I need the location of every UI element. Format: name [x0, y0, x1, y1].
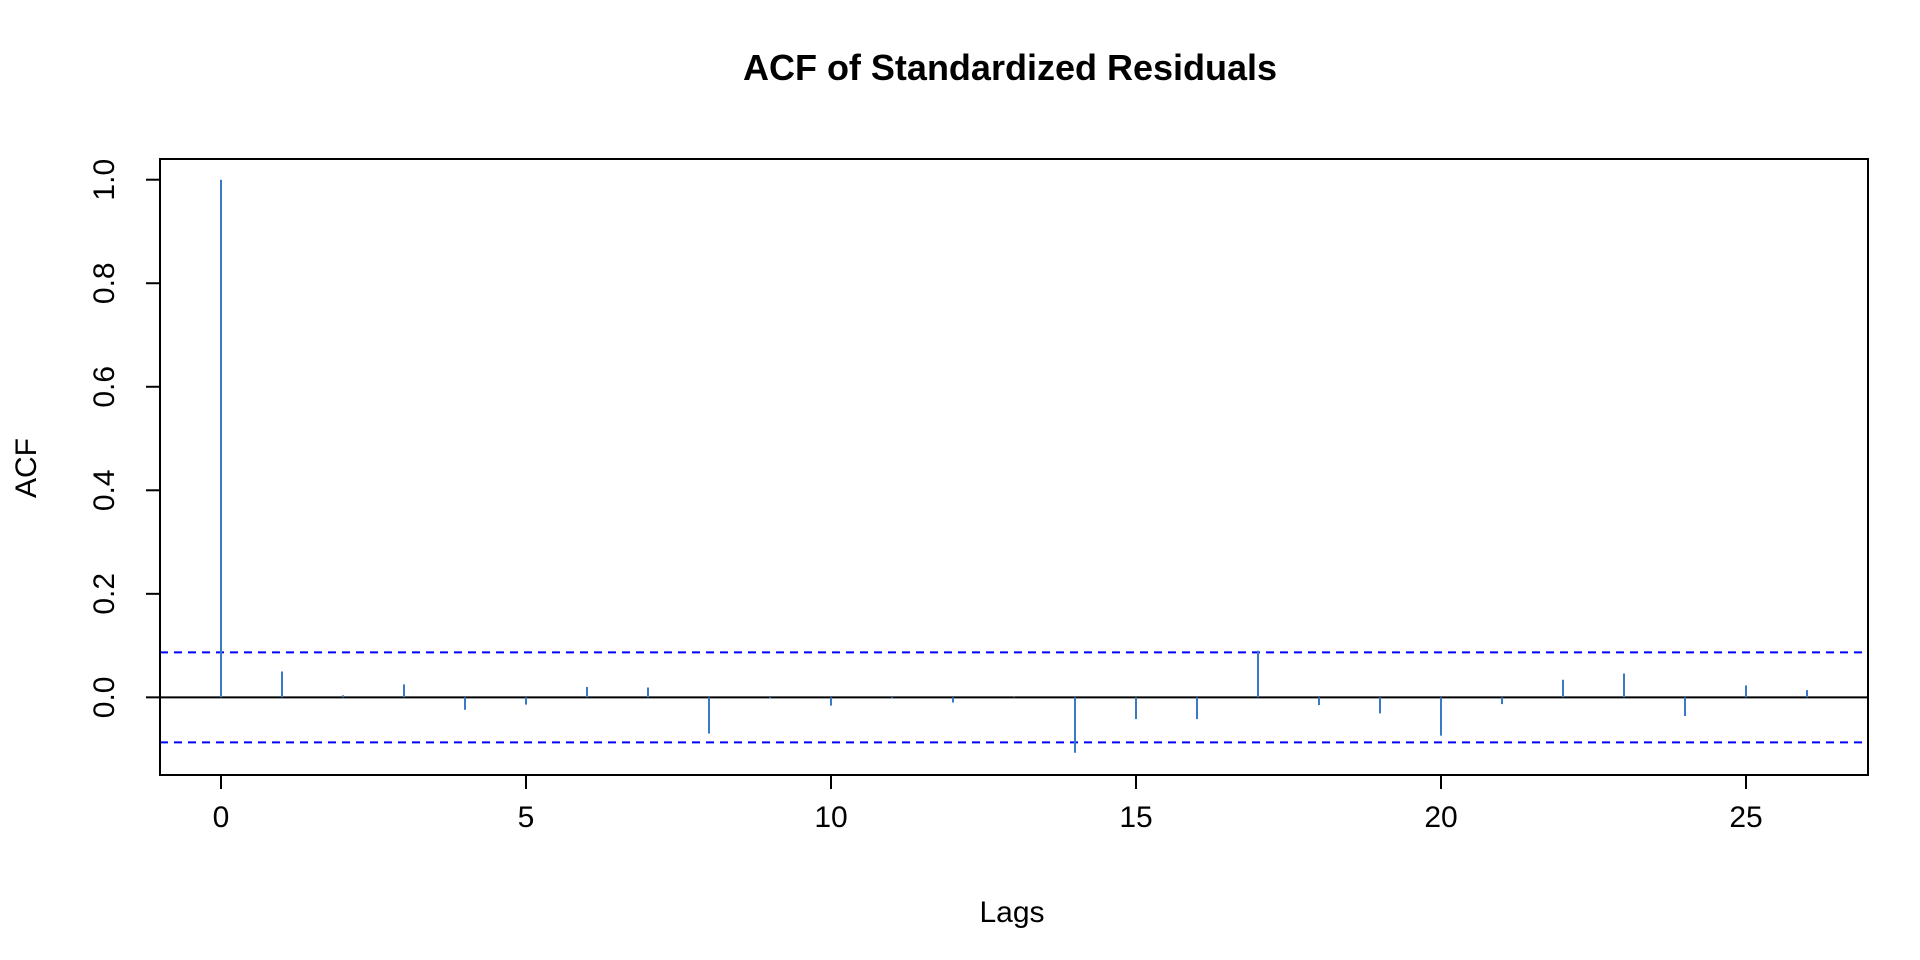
x-axis-label: Lags	[979, 896, 1044, 929]
y-tick-label-3: 0.6	[88, 366, 121, 408]
x-tick-label-25: 25	[1729, 801, 1762, 834]
y-tick-label-1: 0.2	[88, 573, 121, 615]
y-axis-label: ACF	[10, 438, 43, 498]
chart-title: ACF of Standardized Residuals	[743, 47, 1277, 88]
x-tick-label-20: 20	[1424, 801, 1457, 834]
x-axis: 0 5 10 15 20 25	[213, 774, 1763, 834]
x-tick-label-0: 0	[213, 801, 230, 834]
y-tick-label-4: 0.8	[88, 262, 121, 304]
x-tick-label-10: 10	[814, 801, 847, 834]
x-tick-label-5: 5	[518, 801, 535, 834]
x-tick-label-15: 15	[1119, 801, 1152, 834]
y-tick-label-0: 0.0	[88, 676, 121, 718]
confidence-bounds	[160, 651, 1868, 744]
y-tick-label-2: 0.4	[88, 469, 121, 511]
plot-frame	[159, 158, 1869, 776]
y-tick-label-5: 1.0	[88, 159, 121, 201]
acf-spikes	[220, 179, 1808, 753]
y-axis: 0.0 0.2 0.4 0.6 0.8 1.0	[88, 159, 161, 718]
